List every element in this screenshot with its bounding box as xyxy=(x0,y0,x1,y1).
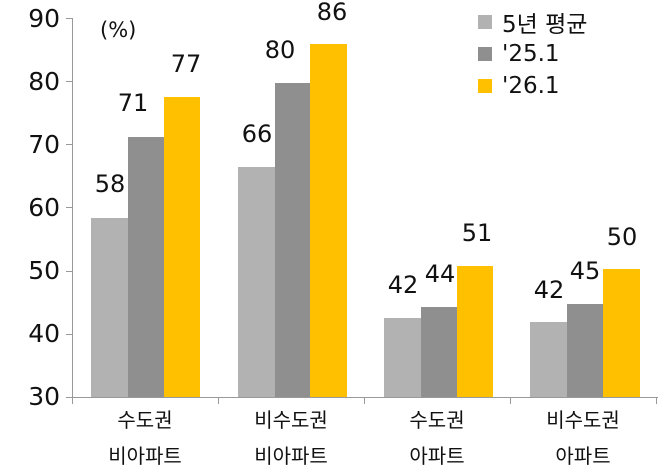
y-tick xyxy=(66,144,72,145)
legend-swatch-icon xyxy=(478,47,492,61)
bar-26-1 xyxy=(164,97,200,397)
y-tick-label: 60 xyxy=(28,193,60,222)
legend: 5년 평균 '25.1 '26.1 xyxy=(478,6,587,102)
value-label: 80 xyxy=(264,36,296,64)
legend-item-5yr-avg: 5년 평균 xyxy=(478,6,587,38)
legend-label: '25.1 xyxy=(502,41,560,67)
y-tick-label: 50 xyxy=(28,256,60,285)
category-label: 비수도권 비아파트 xyxy=(218,402,364,474)
category-line-1: 비수도권 xyxy=(254,408,328,432)
category-label: 수도권 아파트 xyxy=(364,402,510,474)
bar-5yr-avg xyxy=(91,218,128,397)
value-label: 51 xyxy=(461,219,493,247)
value-label: 58 xyxy=(94,170,126,198)
category-line-1: 수도권 xyxy=(409,408,465,432)
y-tick xyxy=(66,81,72,82)
value-label: 71 xyxy=(117,89,149,117)
y-tick xyxy=(66,207,72,208)
legend-label: '26.1 xyxy=(502,73,560,99)
y-axis xyxy=(72,18,73,398)
bar-26-1 xyxy=(457,266,493,397)
unit-label: (%) xyxy=(100,18,137,42)
y-tick xyxy=(66,397,72,398)
legend-item-25-1: '25.1 xyxy=(478,38,587,70)
bar-25-1 xyxy=(275,83,310,397)
bar-5yr-avg xyxy=(530,322,567,397)
y-tick xyxy=(66,334,72,335)
x-tick xyxy=(72,397,73,404)
y-tick xyxy=(66,18,72,19)
x-tick xyxy=(218,397,219,404)
y-tick xyxy=(66,271,72,272)
value-label: 42 xyxy=(387,271,419,299)
x-tick xyxy=(510,397,511,404)
bar-5yr-avg xyxy=(384,318,421,397)
value-label: 77 xyxy=(170,50,202,78)
x-tick xyxy=(656,397,657,404)
category-label: 비수도권 아파트 xyxy=(510,402,656,474)
value-label: 44 xyxy=(424,260,456,288)
y-tick-label: 90 xyxy=(28,4,60,33)
value-label: 50 xyxy=(606,223,638,251)
legend-label: 5년 평균 xyxy=(502,12,588,38)
value-label: 66 xyxy=(241,120,273,148)
value-label: 42 xyxy=(533,276,565,304)
y-tick-label: 30 xyxy=(28,382,60,411)
bar-25-1 xyxy=(421,307,457,397)
category-line-2: 아파트 xyxy=(409,444,465,468)
value-label: 86 xyxy=(316,0,348,26)
x-tick xyxy=(364,397,365,404)
legend-swatch-icon xyxy=(478,79,492,93)
bar-26-1 xyxy=(603,269,640,397)
legend-item-26-1: '26.1 xyxy=(478,70,587,102)
category-label: 수도권 비아파트 xyxy=(72,402,218,474)
y-tick-label: 70 xyxy=(28,130,60,159)
value-label: 45 xyxy=(569,257,601,285)
y-tick-label: 80 xyxy=(28,67,60,96)
category-line-1: 수도권 xyxy=(117,408,173,432)
bar-5yr-avg xyxy=(238,167,275,397)
category-line-1: 비수도권 xyxy=(546,408,620,432)
y-tick-label: 40 xyxy=(28,319,60,348)
x-axis xyxy=(72,397,658,398)
bar-25-1 xyxy=(128,137,164,397)
legend-swatch-icon xyxy=(478,15,492,29)
bar-26-1 xyxy=(310,44,347,397)
bar-25-1 xyxy=(567,304,603,397)
category-line-2: 아파트 xyxy=(555,444,611,468)
category-line-2: 비아파트 xyxy=(108,444,182,468)
category-line-2: 비아파트 xyxy=(254,444,328,468)
